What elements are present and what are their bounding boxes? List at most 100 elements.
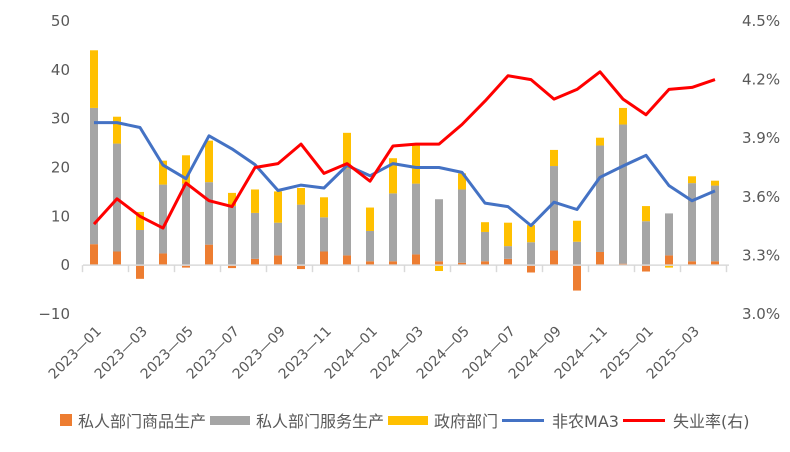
bar-segment <box>596 137 604 146</box>
bar-segment <box>573 265 581 291</box>
bar-segment <box>205 140 213 183</box>
legend-item-unemployment: 失业率(右) <box>622 408 750 432</box>
left-axis-tick-label: 20 <box>51 159 70 177</box>
bar-segment <box>274 191 282 223</box>
left-axis: 50 40 30 20 10 0 −10 <box>38 12 70 323</box>
bar-segment <box>251 258 259 266</box>
bar-segment <box>320 217 328 252</box>
bar-segment <box>481 231 489 262</box>
bar-segment <box>159 160 167 185</box>
legend-item-government: 政府部门 <box>388 408 498 432</box>
bar-segment <box>182 183 190 266</box>
line-unemployment <box>92 70 716 230</box>
bar-segment <box>481 261 489 266</box>
bar-segment <box>389 193 397 262</box>
bar-segment <box>90 50 98 108</box>
bar-segment <box>297 188 305 205</box>
bar-segment <box>205 182 213 245</box>
right-axis-tick-label: 3.6% <box>742 188 780 206</box>
legend-swatch-nfp-ma3 <box>502 418 545 422</box>
bar-segment <box>412 143 420 184</box>
bar-segment <box>228 192 236 207</box>
left-axis-tick-label: 50 <box>51 12 70 30</box>
bar-segment <box>113 251 121 266</box>
bar-segment <box>504 246 512 259</box>
legend-label-unemployment: 失业率(右) <box>672 412 750 431</box>
bar-segment <box>389 261 397 266</box>
bar-segment <box>527 265 535 273</box>
bar-segment <box>136 265 144 279</box>
stacked-bars <box>90 50 719 291</box>
bar-segment <box>159 184 167 254</box>
bar-segment <box>113 116 121 144</box>
legend-swatch-goods <box>60 414 72 426</box>
right-axis-tick-label: 3.3% <box>742 246 780 264</box>
right-axis-tick-label: 3.0% <box>742 305 780 323</box>
bar-segment <box>297 204 305 266</box>
legend-swatch-services <box>210 415 251 425</box>
bar-segment <box>573 241 581 266</box>
legend: 私人部门商品生产 私人部门服务生产 政府部门 非农MA3 失业率(右) <box>60 408 753 432</box>
bar-segment <box>251 189 259 213</box>
bar-segment <box>228 206 236 266</box>
bar-segment <box>320 251 328 266</box>
bar-segment <box>619 124 627 264</box>
left-axis-tick-label: 10 <box>51 207 70 225</box>
bar-segment <box>665 213 673 256</box>
bar-segment <box>527 225 535 243</box>
bar-segment <box>366 207 374 231</box>
legend-item-goods: 私人部门商品生产 <box>60 408 206 432</box>
bar-segment <box>642 206 650 222</box>
legend-swatch-unemployment <box>622 418 665 422</box>
bar-segment <box>527 242 535 266</box>
bar-segment <box>274 255 282 266</box>
right-axis: 4.5% 4.2% 3.9% 3.6% 3.3% 3.0% <box>742 12 780 323</box>
bar-segment <box>159 253 167 266</box>
bar-segment <box>550 166 558 251</box>
bar-segment <box>90 107 98 245</box>
bar-segment <box>550 149 558 167</box>
bar-segment <box>320 197 328 218</box>
bar-segment <box>343 132 351 169</box>
bar-segment <box>458 189 466 263</box>
bar-segment <box>688 183 696 262</box>
bar-segment <box>504 258 512 266</box>
left-axis-tick-label: 0 <box>60 256 70 274</box>
bar-segment <box>596 251 604 266</box>
bar-segment <box>665 265 673 268</box>
bar-segment <box>182 155 190 184</box>
bar-segment <box>642 221 650 266</box>
bar-segment <box>458 262 466 266</box>
legend-item-nfp-ma3: 非农MA3 <box>502 408 619 432</box>
legend-label-services: 私人部门服务生产 <box>256 412 385 431</box>
legend-label-nfp-ma3: 非农MA3 <box>552 412 619 431</box>
x-axis-ticks <box>81 265 728 273</box>
bar-segment <box>688 176 696 184</box>
bar-segment <box>642 265 650 272</box>
bar-segment <box>435 261 443 266</box>
right-axis-tick-label: 3.9% <box>742 129 780 147</box>
x-axis-labels: 2023—012023—032023—052023—072023—092023—… <box>46 324 703 383</box>
bar-segment <box>711 185 719 262</box>
bar-segment <box>389 158 397 194</box>
bar-segment <box>458 173 466 190</box>
line-nfp-ma3 <box>94 121 716 228</box>
bar-segment <box>550 250 558 266</box>
bar-segment <box>366 230 374 262</box>
left-axis-tick-label: 30 <box>51 110 70 128</box>
bar-segment <box>504 222 512 247</box>
bar-segment <box>228 265 236 269</box>
bar-segment <box>665 255 673 266</box>
bar-segment <box>412 254 420 266</box>
bar-segment <box>435 265 443 272</box>
bar-segment <box>412 183 420 255</box>
right-axis-tick-label: 4.5% <box>742 12 780 30</box>
legend-label-government: 政府部门 <box>434 412 499 431</box>
bar-segment <box>619 107 627 125</box>
bar-segment <box>688 261 696 266</box>
bar-segment <box>343 255 351 266</box>
left-axis-tick-label: −10 <box>38 305 70 323</box>
bar-segment <box>136 230 144 266</box>
right-axis-tick-label: 4.2% <box>742 71 780 89</box>
